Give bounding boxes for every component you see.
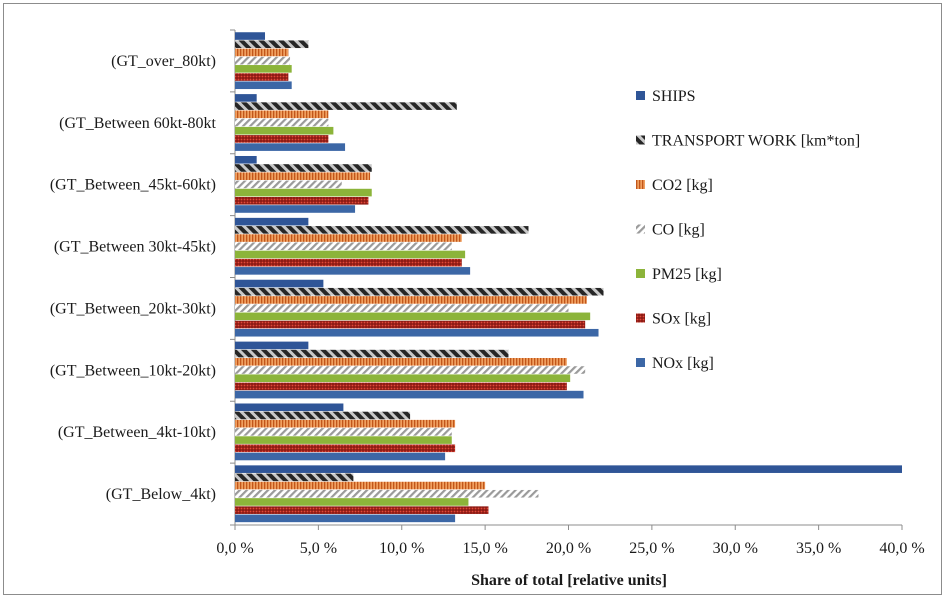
bar-pm25-2 [235,436,452,444]
x-tick-label: 0,0 % [216,540,253,557]
bar-transport-6 [235,164,372,172]
legend-label: SHIPS [652,88,696,105]
bar-co2-2 [235,419,456,428]
legend-swatch [636,135,645,145]
category-label: (GT_Between_10kt-20kt) [50,362,216,379]
category-label: (GT_Between_4kt-10kt) [58,424,216,441]
bar-sox-4 [235,320,586,329]
x-tick-label: 25,0 % [629,540,674,557]
legend-swatch [636,91,645,100]
x-tick-label: 35,0 % [796,540,841,557]
bar-ships-6 [235,155,257,164]
bar-ships-7 [235,94,257,102]
bar-co-5 [235,242,452,251]
x-tick-label: 15,0 % [462,540,507,557]
bar-co-1 [235,489,539,498]
bar-co2-6 [235,172,371,180]
bar-sox-3 [235,382,567,391]
bar-ships-8 [235,32,266,40]
bar-nox-3 [235,390,584,399]
bar-ships-5 [235,217,309,226]
legend-label: CO [kg] [652,222,705,239]
bar-pm25-4 [235,312,591,321]
bar-sox-1 [235,506,489,514]
bar-co-2 [235,428,452,436]
legend-swatch [636,358,645,367]
bar-pm25-8 [235,65,292,73]
bar-sox-2 [235,444,456,453]
legend-label: CO2 [kg] [652,177,713,194]
bar-co2-3 [235,358,567,366]
category-label: (GT_over_80kt) [111,53,216,70]
bar-ships-1 [235,465,902,473]
bar-sox-6 [235,196,369,205]
category-label: (GT_Below_4kt) [106,486,216,503]
category-label: (GT_Between 30kt-45kt) [54,239,216,256]
bar-co-3 [235,366,586,374]
bar-ships-3 [235,341,309,350]
bar-transport-7 [235,102,457,110]
bar-sox-5 [235,258,462,267]
legend-swatch [636,313,645,323]
bar-co2-5 [235,234,462,242]
bar-sox-8 [235,73,289,81]
legend-label: SOx [kg] [652,311,711,328]
bar-pm25-7 [235,126,334,135]
bar-transport-1 [235,473,354,482]
bar-nox-4 [235,328,599,337]
bar-ships-2 [235,403,344,412]
bar-co2-8 [235,48,289,57]
x-tick-label: 30,0 % [713,540,758,557]
bar-nox-1 [235,514,456,523]
bar-co2-1 [235,481,486,490]
bar-co-4 [235,304,569,312]
bar-transport-3 [235,349,509,358]
bar-transport-2 [235,411,411,420]
bar-pm25-1 [235,498,469,506]
bar-transport-5 [235,226,529,234]
x-axis-title: Share of total [relative units] [471,572,667,589]
category-label: (GT_Between_20kt-30kt) [50,300,216,317]
x-tick-label: 5,0 % [300,540,337,557]
legend-swatch [636,224,645,234]
x-tick-label: 20,0 % [546,540,591,557]
bar-nox-8 [235,81,292,90]
bar-transport-8 [235,40,309,49]
bar-sox-7 [235,135,329,143]
bar-pm25-6 [235,188,372,197]
bar-pm25-3 [235,374,571,383]
axis-labels: 0,0 % 5,0 % 10,0 % 15,0 % 20,0 % 25,0 % 30,0 %… [50,53,925,557]
legend-label: TRANSPORT WORK [km*ton] [652,133,860,150]
category-label: (GT_Between 60kt-80kt [59,115,216,132]
bar-transport-4 [235,287,604,296]
legend-label: PM25 [kg] [652,266,722,283]
bar-co-8 [235,56,291,65]
bar-ships-4 [235,279,324,288]
x-tick-label: 40,0 % [879,540,924,557]
x-tick-label: 10,0 % [379,540,424,557]
bar-nox-2 [235,452,446,461]
category-label: (GT_Between_45kt-60kt) [50,177,216,194]
bar-nox-6 [235,205,356,213]
bar-nox-7 [235,143,346,151]
legend-swatch [636,269,645,278]
bar-nox-5 [235,267,471,275]
legend-label: NOx [kg] [652,355,714,372]
bar-co-6 [235,180,342,189]
bar-co2-7 [235,110,329,119]
bars [235,32,902,523]
legend-swatch [636,180,645,189]
bar-pm25-5 [235,250,466,259]
legend: SHIPS TRANSPORT WORK [km*ton] CO2 [kg] CO [… [636,88,860,372]
bar-co-7 [235,118,329,127]
bar-co2-4 [235,296,587,304]
